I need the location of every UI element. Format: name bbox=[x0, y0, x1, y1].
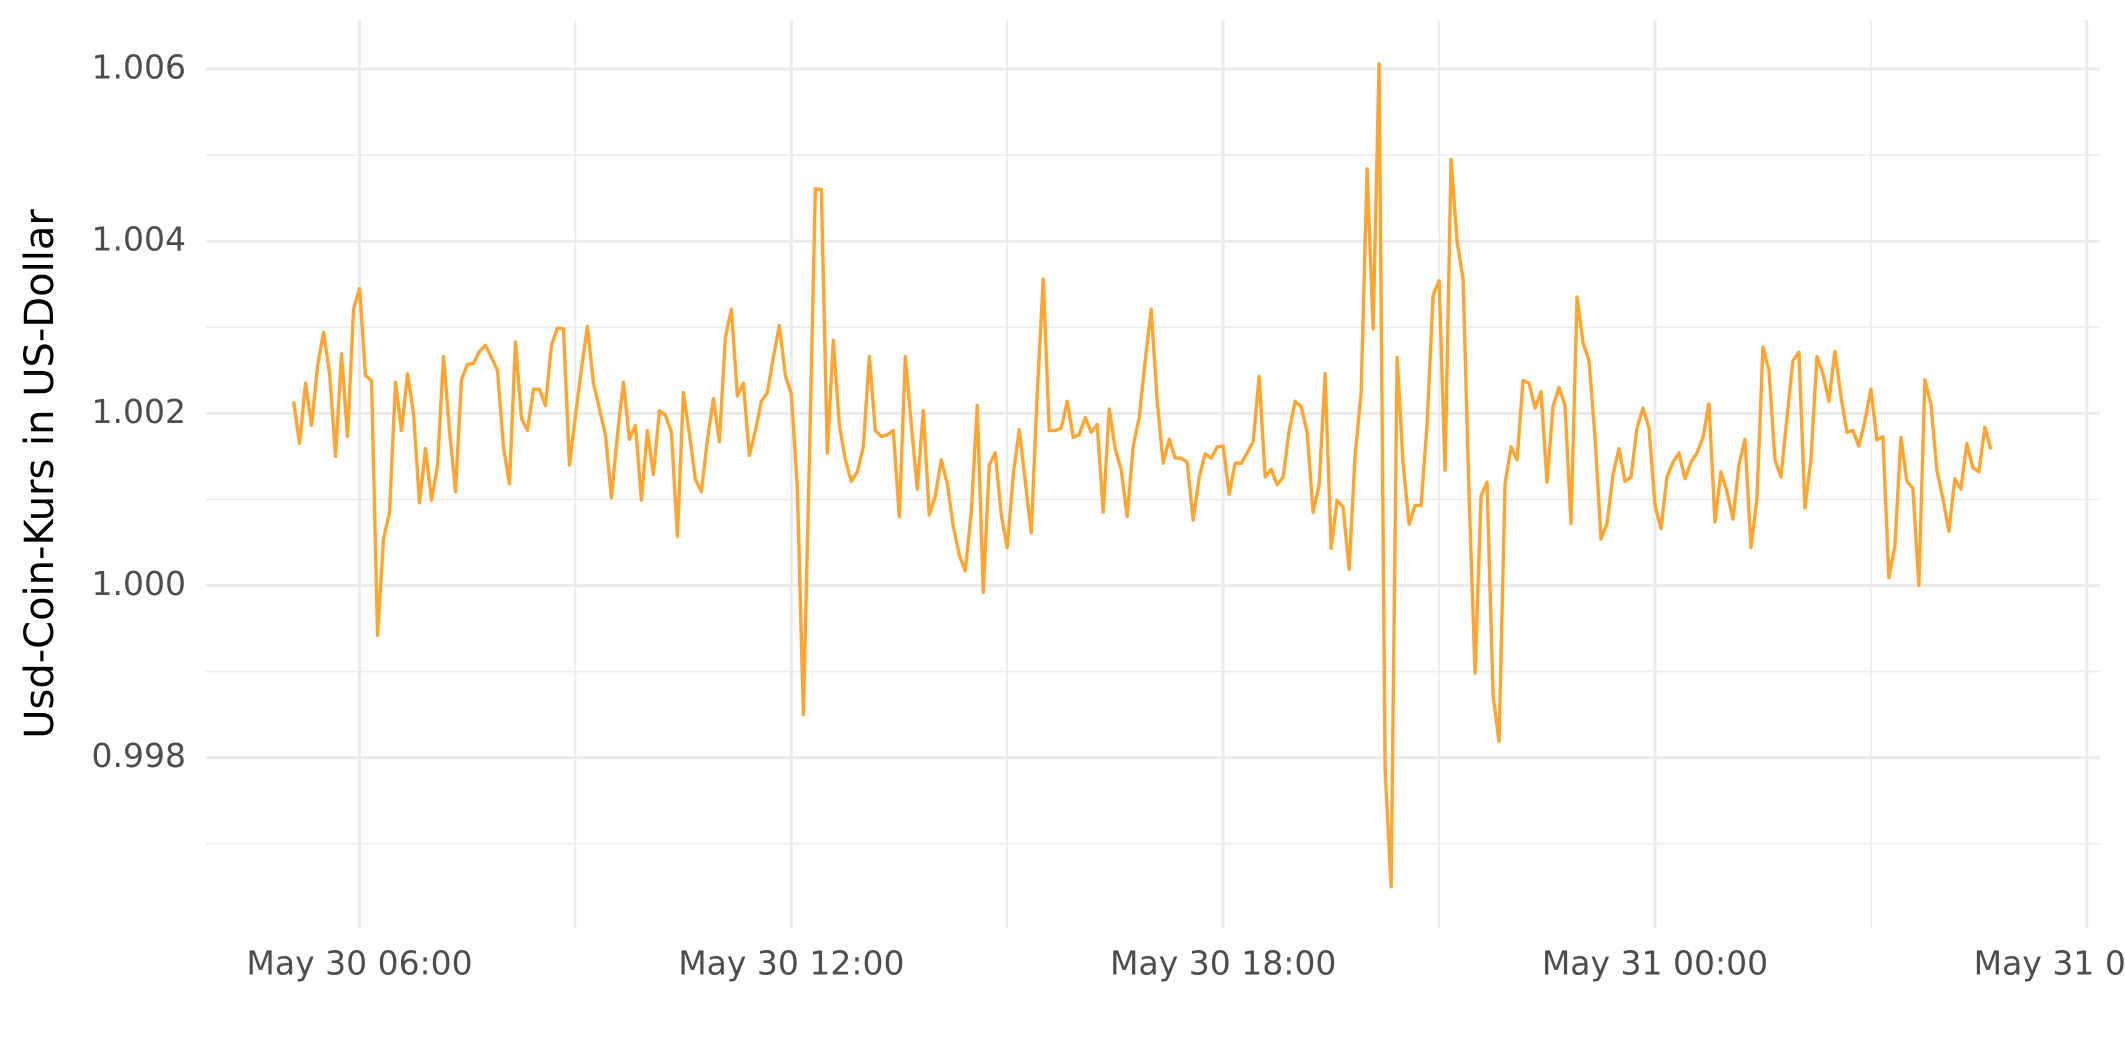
x-tick-label: May 30 06:00 bbox=[246, 944, 472, 983]
x-tick-label: May 31 00:00 bbox=[1542, 944, 1768, 983]
grid bbox=[206, 20, 2100, 928]
y-tick-label: 1.006 bbox=[92, 48, 186, 87]
y-axis-title: Usd-Coin-Kurs in US-Dollar bbox=[17, 209, 63, 739]
y-tick-label: 1.002 bbox=[92, 392, 186, 431]
y-tick-label: 1.000 bbox=[92, 564, 186, 603]
y-tick-label: 0.998 bbox=[92, 736, 186, 775]
x-tick-label: May 31 06:00 bbox=[1974, 944, 2125, 983]
x-tick-label: May 30 18:00 bbox=[1110, 944, 1336, 983]
data-line bbox=[291, 62, 1993, 889]
y-tick-label: 1.004 bbox=[92, 220, 186, 259]
x-tick-label: May 30 12:00 bbox=[678, 944, 904, 983]
plot-area bbox=[291, 62, 1993, 889]
